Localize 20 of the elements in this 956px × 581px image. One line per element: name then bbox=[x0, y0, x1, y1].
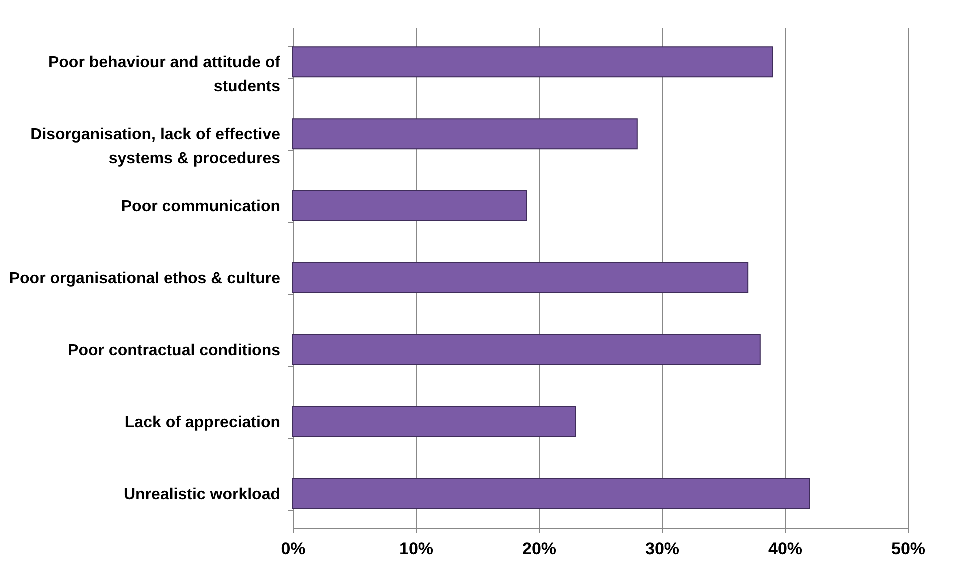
bar bbox=[292, 334, 761, 366]
y-tick-label: Unrealistic workload bbox=[124, 486, 280, 504]
bar bbox=[292, 478, 810, 510]
y-tick-label: Lack of appreciation bbox=[124, 414, 280, 432]
y-tick-label: Poor organisational ethos & culture bbox=[9, 270, 281, 288]
y-tick-label: Poor contractual conditions bbox=[68, 342, 281, 360]
x-tick-label: 50% bbox=[891, 540, 926, 558]
x-tick-label: 20% bbox=[522, 540, 557, 558]
y-tick-label: Disorganisation, lack of effective systems & procedures bbox=[30, 126, 281, 168]
x-tick-label: 40% bbox=[768, 540, 803, 558]
bar bbox=[292, 262, 749, 294]
y-tick-label: Poor behaviour and attitude of students bbox=[48, 54, 282, 96]
bar bbox=[292, 190, 528, 222]
x-tick-label: 0% bbox=[281, 540, 306, 558]
bar bbox=[292, 46, 774, 78]
bar bbox=[292, 118, 638, 150]
x-tick-label: 10% bbox=[399, 540, 434, 558]
bar bbox=[292, 406, 576, 438]
x-tick-label: 30% bbox=[645, 540, 680, 558]
y-tick-label: Poor communication bbox=[121, 198, 280, 216]
